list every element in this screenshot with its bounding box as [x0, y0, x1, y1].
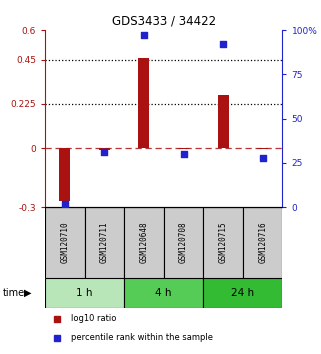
- Point: [141, 33, 146, 38]
- Bar: [257, 148, 268, 149]
- Bar: [84, 207, 124, 278]
- Bar: [203, 207, 243, 278]
- Bar: [243, 207, 282, 278]
- Point: [221, 41, 226, 47]
- Text: GSM120648: GSM120648: [139, 222, 148, 263]
- Text: percentile rank within the sample: percentile rank within the sample: [71, 333, 213, 342]
- Bar: [178, 148, 189, 149]
- Text: 1 h: 1 h: [76, 288, 93, 298]
- Bar: [59, 148, 70, 201]
- Point: [260, 155, 265, 160]
- Bar: [203, 278, 282, 308]
- Text: GSM120711: GSM120711: [100, 222, 109, 263]
- Point: [181, 151, 186, 157]
- Point: [62, 201, 67, 207]
- Bar: [45, 207, 84, 278]
- Bar: [218, 95, 229, 148]
- Bar: [99, 148, 110, 150]
- Text: GSM120708: GSM120708: [179, 222, 188, 263]
- Text: time: time: [3, 288, 25, 298]
- Bar: [124, 207, 164, 278]
- Title: GDS3433 / 34422: GDS3433 / 34422: [112, 15, 216, 28]
- Text: GSM120716: GSM120716: [258, 222, 267, 263]
- Text: GSM120710: GSM120710: [60, 222, 69, 263]
- Text: 24 h: 24 h: [231, 288, 255, 298]
- Bar: [45, 278, 124, 308]
- Bar: [124, 278, 203, 308]
- Point: [102, 149, 107, 155]
- Text: ▶: ▶: [24, 288, 31, 298]
- Text: 4 h: 4 h: [155, 288, 172, 298]
- Text: GSM120715: GSM120715: [219, 222, 228, 263]
- Text: log10 ratio: log10 ratio: [71, 314, 117, 323]
- Bar: [164, 207, 203, 278]
- Bar: [138, 58, 150, 148]
